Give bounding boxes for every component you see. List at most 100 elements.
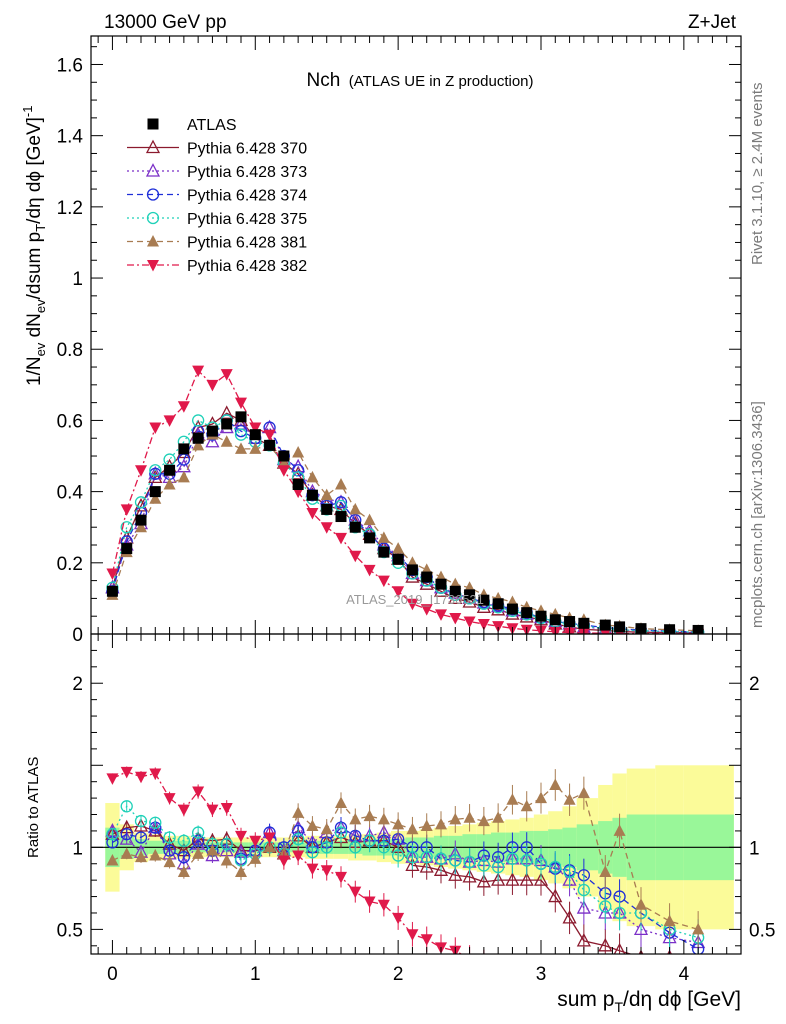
legend-marker <box>147 118 159 130</box>
ratio-data-point <box>549 860 562 874</box>
y-tick-label: 0 <box>72 625 83 646</box>
ratio-data-point <box>220 802 233 815</box>
ratio-data-point <box>235 865 247 877</box>
ratio-data-point <box>306 819 319 831</box>
ratio-data-point <box>478 959 490 971</box>
legend-entry: Pythia 6.428 381 <box>127 235 307 252</box>
ratio-series-pythia-6-428-381 <box>106 769 705 948</box>
ratio-data-point <box>149 816 162 829</box>
ratio-data-point <box>220 853 233 866</box>
data-point <box>449 585 461 597</box>
ratio-data-point <box>613 942 626 954</box>
ratio-data-point <box>120 766 133 779</box>
ratio-data-point <box>477 814 490 827</box>
legend-entry: Pythia 6.428 370 <box>127 139 307 158</box>
ratio-data-point <box>563 793 576 805</box>
ratio-data-point <box>576 900 591 914</box>
legend-label: Pythia 6.428 373 <box>187 164 307 181</box>
data-point <box>234 424 248 438</box>
process-label: Z+Jet <box>688 12 737 33</box>
data-point <box>320 488 333 501</box>
legend-label: Pythia 6.428 381 <box>187 235 307 252</box>
data-point <box>149 422 162 435</box>
data-point <box>435 609 447 621</box>
legend-label: Pythia 6.428 374 <box>187 188 307 205</box>
ratio-data-point <box>599 900 612 913</box>
legend-marker <box>146 211 160 225</box>
ratio-data-point <box>306 863 319 876</box>
ratio-data-point <box>220 837 233 851</box>
main-y-axis-label-text: 1/Nev dNev/dsum pT/dη dϕ [GeV]-1 <box>20 106 48 387</box>
legend-marker <box>146 188 160 201</box>
data-point <box>220 435 233 447</box>
ratio-data-point <box>277 855 290 867</box>
ratio-series-pythia-6-428-382 <box>106 766 504 976</box>
data-point <box>335 511 347 523</box>
data-point <box>191 414 205 427</box>
data-point <box>121 543 133 555</box>
ratio-data-point <box>562 909 577 924</box>
ratio-series-line <box>112 771 463 954</box>
rivet-label: Rivet 3.1.10, ≥ 2.4M events <box>749 83 766 266</box>
legend-marker <box>145 163 161 177</box>
data-point <box>277 465 290 477</box>
data-point <box>321 503 333 515</box>
x-tick-label: 4 <box>679 964 690 985</box>
legend-marker <box>147 260 159 272</box>
ratio-data-point <box>206 844 219 856</box>
ratio-data-point <box>191 826 205 839</box>
ratio-data-point <box>406 929 419 941</box>
data-point <box>306 489 318 501</box>
ratio-data-point <box>633 921 649 936</box>
ratio-data-point <box>349 886 362 899</box>
data-point <box>249 422 262 435</box>
data-point <box>506 603 518 615</box>
data-point <box>135 520 147 533</box>
data-point <box>521 607 533 619</box>
data-point <box>149 464 162 477</box>
ratio-data-point <box>492 964 504 976</box>
ratio-data-point <box>533 872 549 886</box>
ratio-data-point <box>463 811 476 823</box>
ratio-data-point <box>420 934 433 946</box>
data-point <box>120 521 133 534</box>
data-point <box>549 614 561 626</box>
data-point <box>235 397 247 410</box>
data-point <box>320 522 333 534</box>
ratio-data-point <box>363 834 376 847</box>
x-axis-label-text: sum pT/dη dϕ [GeV] <box>557 988 741 1015</box>
data-point <box>192 365 205 378</box>
ratio-data-point <box>377 841 391 854</box>
ratio-data-point <box>292 806 305 818</box>
data-point <box>292 445 305 458</box>
ratio-data-point <box>120 828 133 841</box>
data-point <box>435 578 447 590</box>
watermark: ATLAS_2019_I1736531 <box>346 592 484 607</box>
data-point <box>249 429 261 441</box>
data-point <box>164 464 176 476</box>
ratio-y-axis-label: Ratio to ATLAS <box>25 757 42 858</box>
plot-title-sub: (ATLAS UE in Z production) <box>349 73 534 90</box>
ratio-data-point <box>249 852 262 864</box>
y-tick-label: 0.4 <box>57 483 84 504</box>
ratio-y-tick-label-right: 0.5 <box>749 920 775 941</box>
data-point <box>463 616 476 629</box>
ratio-data-point <box>177 834 191 847</box>
ratio-data-point <box>192 847 205 859</box>
ratio-data-point <box>492 811 505 823</box>
ratio-data-point <box>577 883 591 897</box>
ratio-data-point <box>120 847 133 859</box>
x-tick-label: 2 <box>393 964 404 985</box>
data-point <box>134 496 148 509</box>
legend-entry: Pythia 6.428 375 <box>127 211 307 228</box>
ratio-data-point <box>476 873 491 888</box>
data-point <box>235 442 247 454</box>
legend-entry: Pythia 6.428 373 <box>127 163 307 181</box>
ratio-data-point <box>177 804 190 817</box>
legend-label: Pythia 6.428 382 <box>187 258 307 275</box>
ratio-data-point <box>435 817 447 830</box>
ratio-data-point <box>249 835 262 848</box>
data-point <box>278 450 290 462</box>
data-point <box>163 415 176 427</box>
